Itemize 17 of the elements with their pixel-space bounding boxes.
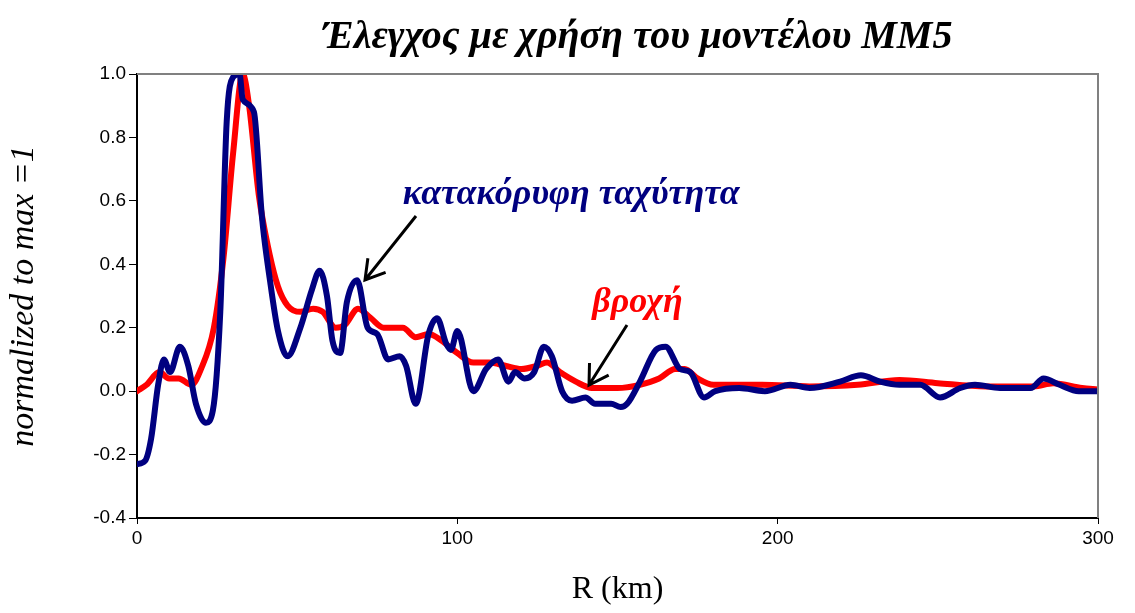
x-axis-title: R (km): [571, 569, 664, 606]
y-tick-label: 0.0: [99, 379, 126, 401]
y-tick-label: -0.4: [93, 506, 127, 528]
chart-title: Έλεγχος με χρήση του μοντέλου MM5: [321, 12, 953, 57]
y-tick-label: 1.0: [99, 62, 126, 84]
y-axis-title: normalized to max =1: [3, 145, 41, 447]
annotation: κατακόρυφη ταχύτητα: [402, 171, 741, 212]
y-tick-label: 0.8: [99, 125, 126, 147]
y-tick-label: 0.4: [99, 252, 127, 274]
x-tick-label: 200: [761, 526, 794, 548]
annotation: βροχή: [590, 280, 683, 321]
y-tick-label: -0.2: [93, 442, 126, 464]
x-tick-label: 0: [131, 526, 143, 548]
y-tick-label: 0.6: [99, 189, 126, 211]
y-tick-label: 0.2: [99, 315, 126, 337]
x-tick-label: 300: [1082, 526, 1114, 548]
x-tick-label: 100: [441, 526, 474, 548]
